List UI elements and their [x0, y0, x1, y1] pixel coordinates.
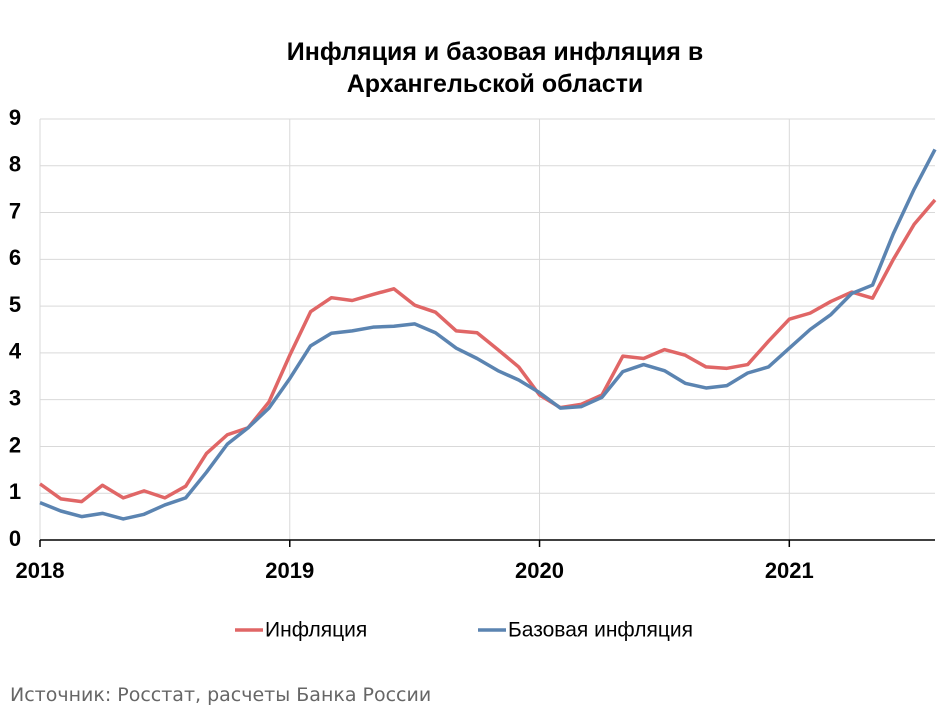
- y-tick-label: 4: [9, 339, 22, 364]
- y-tick-label: 6: [9, 245, 21, 270]
- series-line: [39, 148, 937, 521]
- chart-title: Инфляция и базовая инфляция в Архангельс…: [286, 38, 704, 98]
- y-tick-label: 1: [9, 479, 21, 504]
- legend-label: Базовая инфляция: [508, 619, 693, 642]
- y-tick-label: 2: [9, 432, 21, 457]
- x-tick-label: 2018: [16, 558, 65, 583]
- y-tick-label: 0: [9, 526, 21, 551]
- legend-label: Инфляция: [265, 619, 367, 642]
- y-tick-label: 9: [9, 105, 21, 130]
- y-tick-label: 7: [9, 198, 21, 223]
- source-note: Источник: Росстат, расчеты Банка России: [10, 684, 432, 706]
- x-tick-label: 2019: [265, 558, 314, 583]
- series-line: [38, 198, 937, 504]
- y-tick-label: 8: [9, 152, 21, 177]
- y-tick-label: 3: [9, 385, 21, 410]
- x-tick-label: 2020: [515, 558, 564, 583]
- y-tick-label: 5: [9, 292, 21, 317]
- x-tick-label: 2021: [765, 558, 814, 583]
